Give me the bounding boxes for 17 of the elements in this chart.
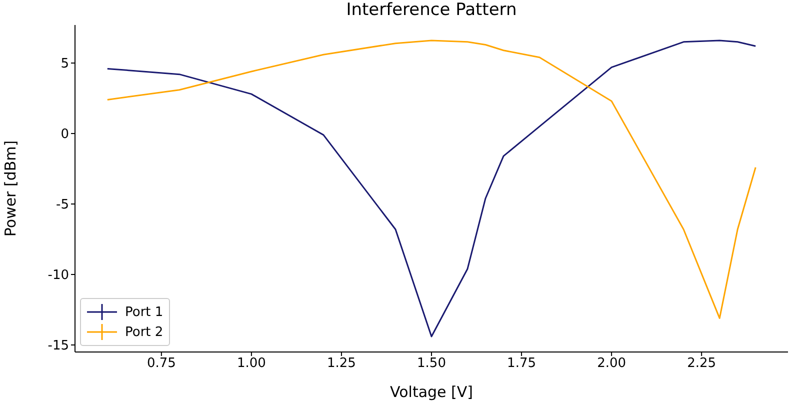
x-tick-label: 1.25: [327, 356, 356, 372]
x-tick-label: 1.75: [507, 356, 536, 372]
x-tick-label: 0.75: [146, 356, 176, 372]
chart-title: Interference Pattern: [345, 0, 518, 20]
x-tick-label: 2.25: [687, 356, 716, 372]
y-tick-label: -10: [48, 268, 69, 284]
y-tick-label: 5: [60, 56, 69, 72]
y-tick-label: -15: [48, 338, 69, 354]
legend-label: Port 2: [125, 324, 164, 340]
x-tick-label: 1.00: [236, 356, 266, 372]
x-axis-title: Voltage [V]: [390, 383, 473, 401]
y-tick-label: -5: [56, 198, 69, 213]
y-tick-label: 0: [60, 127, 69, 142]
x-tick-label: 2.00: [597, 356, 626, 372]
x-tick-label: 1.50: [417, 356, 446, 372]
legend-label: Port 1: [125, 304, 164, 320]
y-axis-title: Power [dBm]: [1, 140, 20, 237]
